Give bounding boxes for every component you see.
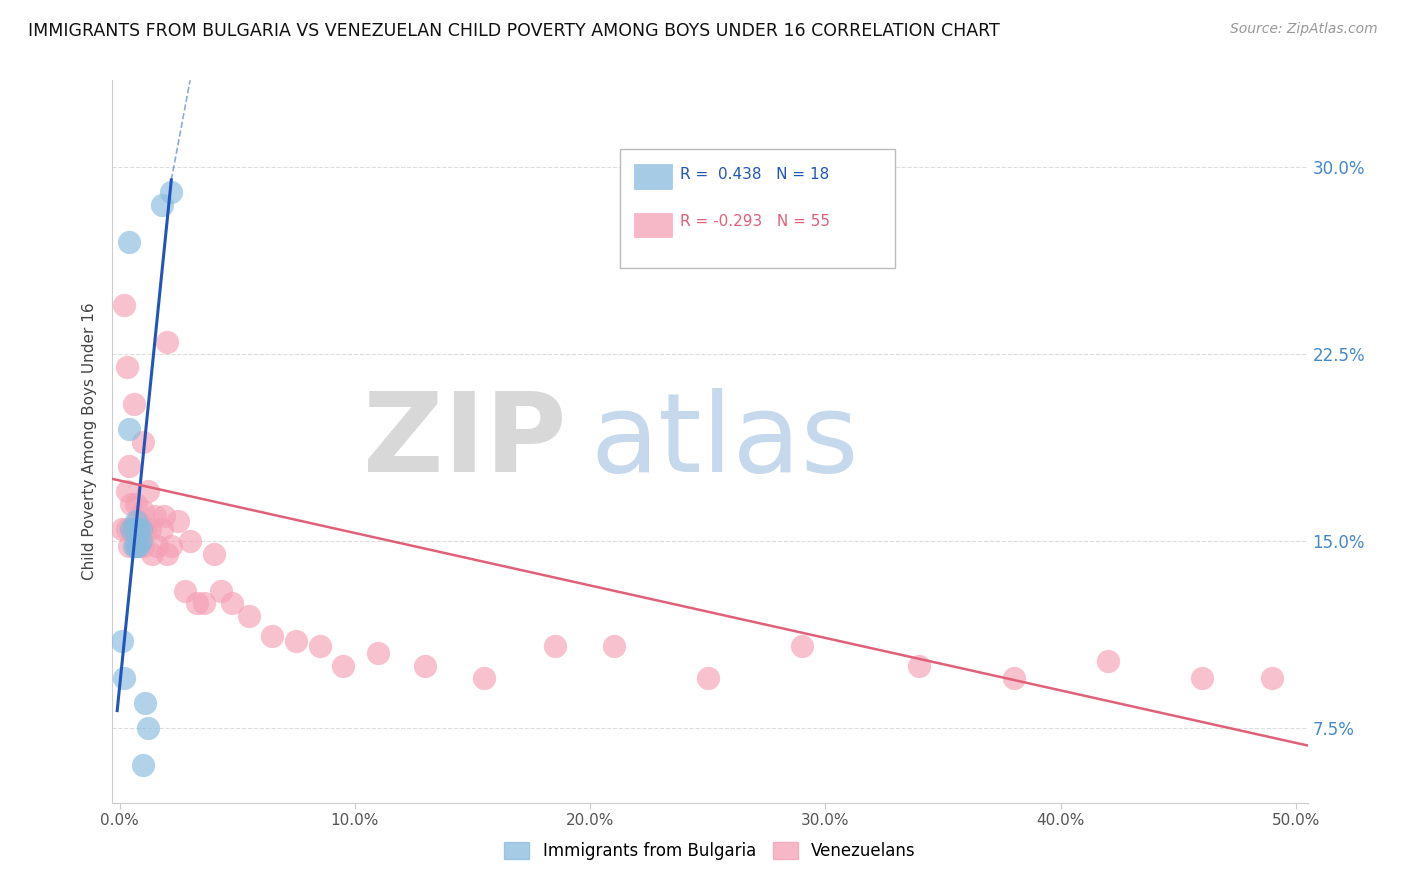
Point: [150, 198, 173, 212]
Point: [193, 597, 215, 611]
Point: [120, 497, 142, 511]
Y-axis label: Child Poverty Among Boys Under 16: Child Poverty Among Boys Under 16: [82, 302, 97, 581]
Point: [129, 522, 152, 536]
Text: Source: ZipAtlas.com: Source: ZipAtlas.com: [1230, 22, 1378, 37]
Point: [134, 696, 156, 710]
Point: [155, 547, 177, 561]
Point: [179, 534, 201, 549]
Point: [125, 497, 148, 511]
Point: [1191, 671, 1213, 685]
Point: [112, 297, 135, 311]
Point: [1002, 671, 1025, 685]
Point: [332, 658, 354, 673]
Text: ZIP: ZIP: [363, 388, 567, 495]
Point: [122, 397, 145, 411]
Point: [1097, 654, 1119, 668]
Point: [118, 539, 141, 553]
Point: [602, 639, 624, 653]
Point: [308, 639, 330, 653]
Text: IMMIGRANTS FROM BULGARIA VS VENEZUELAN CHILD POVERTY AMONG BOYS UNDER 16 CORRELA: IMMIGRANTS FROM BULGARIA VS VENEZUELAN C…: [28, 22, 1000, 40]
Point: [115, 359, 138, 374]
Point: [127, 514, 149, 528]
Point: [136, 721, 159, 735]
Point: [132, 504, 155, 518]
Point: [141, 547, 163, 561]
Point: [209, 584, 232, 599]
Text: R = -0.293   N = 55: R = -0.293 N = 55: [681, 214, 830, 229]
Point: [118, 459, 141, 474]
Point: [129, 534, 152, 549]
Point: [134, 522, 156, 536]
Point: [118, 422, 141, 436]
Point: [160, 539, 183, 553]
Point: [167, 514, 190, 528]
Text: R =  0.438   N = 18: R = 0.438 N = 18: [681, 167, 830, 182]
Text: atlas: atlas: [591, 388, 859, 495]
Point: [415, 658, 437, 673]
Point: [790, 639, 813, 653]
Point: [111, 633, 134, 648]
Point: [221, 597, 243, 611]
Point: [125, 539, 148, 553]
Legend: Immigrants from Bulgaria, Venezuelans: Immigrants from Bulgaria, Venezuelans: [498, 835, 922, 867]
Point: [153, 509, 176, 524]
Point: [122, 522, 145, 536]
Point: [111, 522, 134, 536]
Point: [696, 671, 718, 685]
Point: [202, 547, 225, 561]
Point: [129, 522, 152, 536]
Point: [122, 539, 145, 553]
Point: [136, 484, 159, 499]
Point: [115, 522, 138, 536]
Point: [125, 539, 148, 553]
Point: [238, 609, 260, 624]
Point: [112, 671, 135, 685]
FancyBboxPatch shape: [620, 149, 896, 268]
FancyBboxPatch shape: [634, 212, 672, 237]
Point: [125, 514, 148, 528]
Point: [160, 186, 183, 200]
Point: [120, 522, 142, 536]
Point: [143, 509, 166, 524]
Point: [1261, 671, 1284, 685]
Point: [146, 539, 169, 553]
Point: [127, 539, 149, 553]
Point: [118, 235, 141, 250]
Point: [367, 646, 389, 660]
Point: [155, 334, 177, 349]
Point: [544, 639, 567, 653]
Point: [122, 522, 145, 536]
Point: [174, 584, 197, 599]
Point: [150, 522, 173, 536]
Point: [285, 633, 308, 648]
Point: [127, 539, 149, 553]
Point: [139, 522, 162, 536]
Point: [132, 539, 155, 553]
Point: [120, 522, 142, 536]
Point: [127, 522, 149, 536]
Point: [186, 597, 208, 611]
FancyBboxPatch shape: [634, 164, 672, 189]
Point: [132, 758, 155, 772]
Point: [908, 658, 931, 673]
Point: [262, 629, 284, 643]
Point: [132, 434, 155, 449]
Point: [472, 671, 495, 685]
Point: [115, 484, 138, 499]
